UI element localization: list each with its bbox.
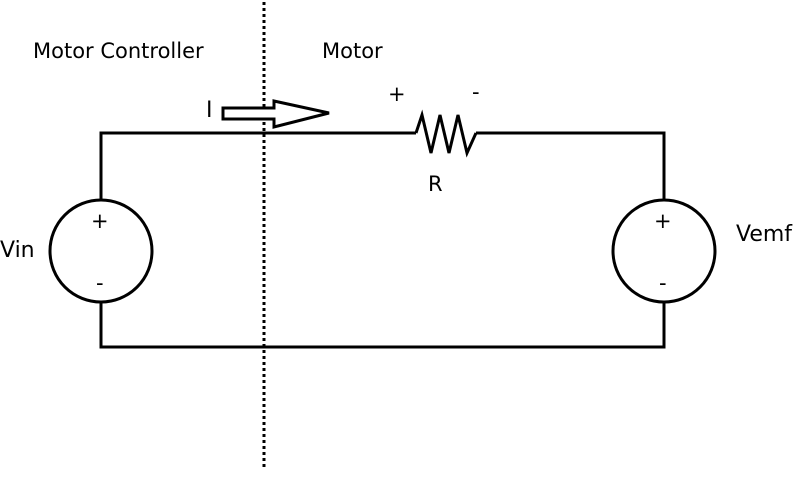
- vemf-minus-label: -: [659, 271, 667, 295]
- vin-source-icon: [48, 198, 154, 304]
- vin-label: Vin: [0, 238, 35, 263]
- top-wire: [99, 131, 416, 200]
- top-wire-right: [476, 131, 666, 200]
- bottom-wire: [99, 302, 666, 349]
- vin-minus-label: -: [96, 271, 104, 295]
- vin-plus-label: +: [91, 209, 109, 233]
- current-label: I: [206, 98, 213, 123]
- vemf-plus-label: +: [654, 209, 672, 233]
- motor-label: Motor: [322, 39, 383, 63]
- motor-controller-label: Motor Controller: [33, 39, 204, 63]
- resistor-minus-label: -: [472, 80, 480, 104]
- current-arrow-icon: [221, 99, 330, 129]
- resistor-icon: [414, 109, 478, 158]
- resistor-label: R: [428, 172, 443, 196]
- vemf-source-icon: [611, 198, 717, 304]
- vemf-label: Vemf: [736, 222, 793, 247]
- resistor-plus-label: +: [388, 82, 406, 106]
